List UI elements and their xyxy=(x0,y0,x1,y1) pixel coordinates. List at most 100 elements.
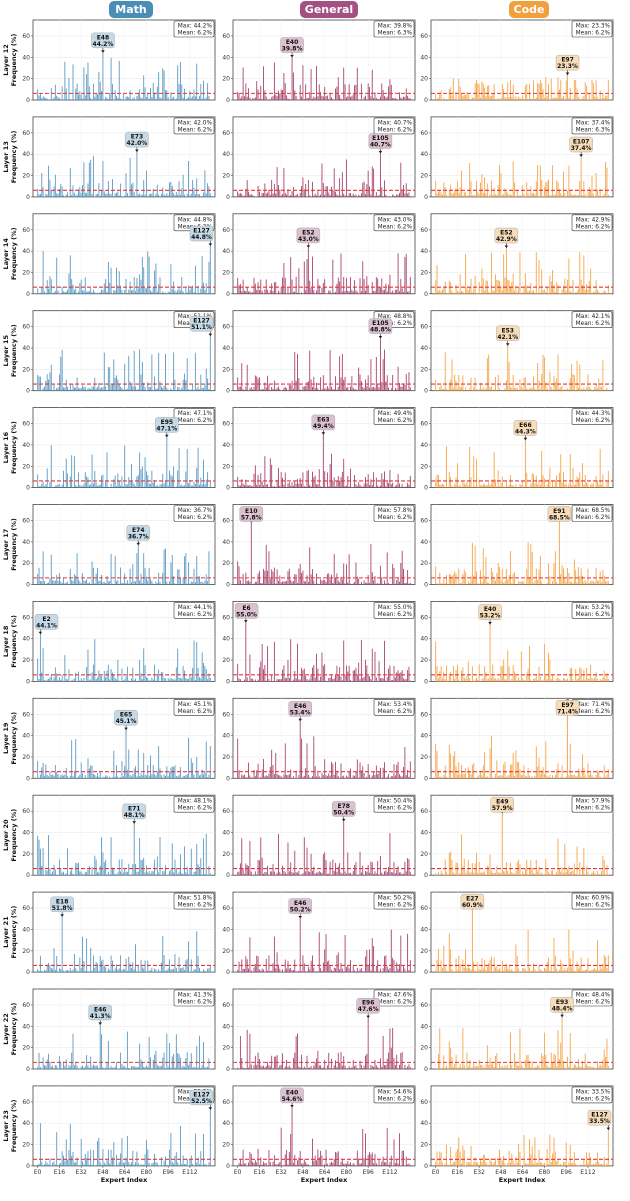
y-tick-label: 0 xyxy=(26,775,30,782)
y-axis-label-line: Layer 12 xyxy=(2,44,10,76)
y-tick-label: 0 xyxy=(424,582,428,589)
y-axis-label: Layer 22Frequency (%) xyxy=(2,1003,18,1056)
stats-box xyxy=(173,20,215,38)
y-tick-label: 60 xyxy=(420,130,428,137)
peak-label-box xyxy=(122,803,146,820)
y-axis-label: Layer 19Frequency (%) xyxy=(2,712,18,765)
stats-box xyxy=(373,505,415,522)
peak-expert-label: E52 xyxy=(302,229,314,236)
peak-label-box xyxy=(155,417,179,433)
peak-expert-label: E46 xyxy=(294,900,306,907)
y-tick-label: 60 xyxy=(222,808,230,815)
stats-max-label: Max: 60.9% xyxy=(576,896,611,902)
stats-mean-label: Mean: 6.2% xyxy=(178,127,213,133)
y-tick-label: 40 xyxy=(222,1023,230,1030)
y-tick-label: 20 xyxy=(22,560,30,567)
y-axis-label-line: Layer 19 xyxy=(2,722,10,754)
y-tick-label: 40 xyxy=(222,733,230,740)
y-tick-label: 40 xyxy=(222,345,230,352)
y-tick-label: 40 xyxy=(222,151,230,158)
column-header-code: Code xyxy=(509,1,549,18)
y-tick-label: 60 xyxy=(22,227,30,234)
peak-expert-label: E18 xyxy=(56,898,68,905)
y-tick-label: 0 xyxy=(424,97,428,104)
y-tick-label: 60 xyxy=(222,518,230,525)
y-tick-label: 60 xyxy=(222,324,230,331)
y-tick-label: 20 xyxy=(222,851,230,858)
stats-max-label: Max: 50.4% xyxy=(378,799,413,805)
peak-label-box xyxy=(296,227,321,244)
y-tick-label: 20 xyxy=(420,851,428,858)
stats-mean-label: Mean: 6.2% xyxy=(378,806,413,812)
y-tick-label: 20 xyxy=(22,657,30,664)
peak-label-box xyxy=(496,325,520,341)
y-tick-label: 20 xyxy=(22,754,30,761)
y-tick-label: 20 xyxy=(420,560,428,567)
y-tick-label: 0 xyxy=(226,582,230,589)
peak-expert-label: E65 xyxy=(120,712,132,719)
y-tick-label: 40 xyxy=(420,345,428,352)
peak-value-label: 51.1% xyxy=(191,324,212,331)
peak-value-label: 42.0% xyxy=(127,140,148,147)
y-axis-label: Layer 18Frequency (%) xyxy=(2,615,18,668)
y-tick-label: 40 xyxy=(22,345,30,352)
stats-box xyxy=(571,795,613,813)
y-tick-label: 0 xyxy=(26,485,30,492)
y-axis-label: Layer 13Frequency (%) xyxy=(2,130,18,183)
stats-max-label: Max: 44.3% xyxy=(576,411,611,417)
y-tick-label: 20 xyxy=(420,463,428,470)
y-tick-label: 20 xyxy=(420,173,428,180)
peak-value-label: 57.8% xyxy=(241,515,262,522)
y-axis-label: Layer 17Frequency (%) xyxy=(2,518,18,571)
peak-value-label: 51.8% xyxy=(52,905,73,912)
y-tick-label: 40 xyxy=(22,248,30,255)
peak-expert-label: E107 xyxy=(573,139,590,146)
peak-value-label: 39.8% xyxy=(282,46,303,53)
peak-value-label: 41.3% xyxy=(90,1013,111,1020)
y-tick-label: 0 xyxy=(26,969,30,976)
y-tick-label: 60 xyxy=(420,808,428,815)
peak-arrowhead xyxy=(135,149,139,153)
peak-value-label: 23.3% xyxy=(557,63,578,70)
peak-value-label: 43.0% xyxy=(298,236,319,243)
peak-label-box xyxy=(460,893,485,910)
peak-value-label: 36.7% xyxy=(128,533,149,540)
y-axis-label: Layer 20Frequency (%) xyxy=(2,809,18,862)
stats-mean-label: Mean: 6.2% xyxy=(576,515,611,521)
peak-label-box xyxy=(311,414,336,431)
stats-mean-label: Mean: 6.2% xyxy=(576,903,611,909)
stats-box xyxy=(373,117,415,135)
y-tick-label: 20 xyxy=(420,366,428,373)
y-axis-label-line: Frequency (%) xyxy=(10,906,18,959)
peak-arrowhead xyxy=(124,727,128,731)
peak-value-label: 68.5% xyxy=(549,515,570,522)
y-axis-label-line: Frequency (%) xyxy=(10,34,18,87)
y-tick-label: 40 xyxy=(420,733,428,740)
stats-max-label: Max: 68.5% xyxy=(576,508,611,514)
stats-box xyxy=(173,117,215,135)
peak-value-label: 50.2% xyxy=(290,907,311,914)
peak-expert-label: E53 xyxy=(502,327,514,334)
peak-value-label: 44.3% xyxy=(515,428,536,435)
peak-arrowhead xyxy=(505,343,510,346)
y-tick-label: 20 xyxy=(222,173,230,180)
y-tick-label: 0 xyxy=(226,969,230,976)
stats-box xyxy=(571,214,613,232)
peak-label-box xyxy=(555,700,580,716)
y-tick-label: 40 xyxy=(420,636,428,643)
y-tick-label: 60 xyxy=(22,1002,30,1009)
y-tick-label: 60 xyxy=(222,33,230,40)
y-axis-label-line: Layer 15 xyxy=(2,334,10,366)
y-axis-label-line: Layer 13 xyxy=(2,141,10,173)
y-axis-label-line: Layer 18 xyxy=(2,625,10,657)
y-tick-label: 0 xyxy=(424,678,428,685)
stats-max-label: Max: 48.1% xyxy=(178,799,213,805)
